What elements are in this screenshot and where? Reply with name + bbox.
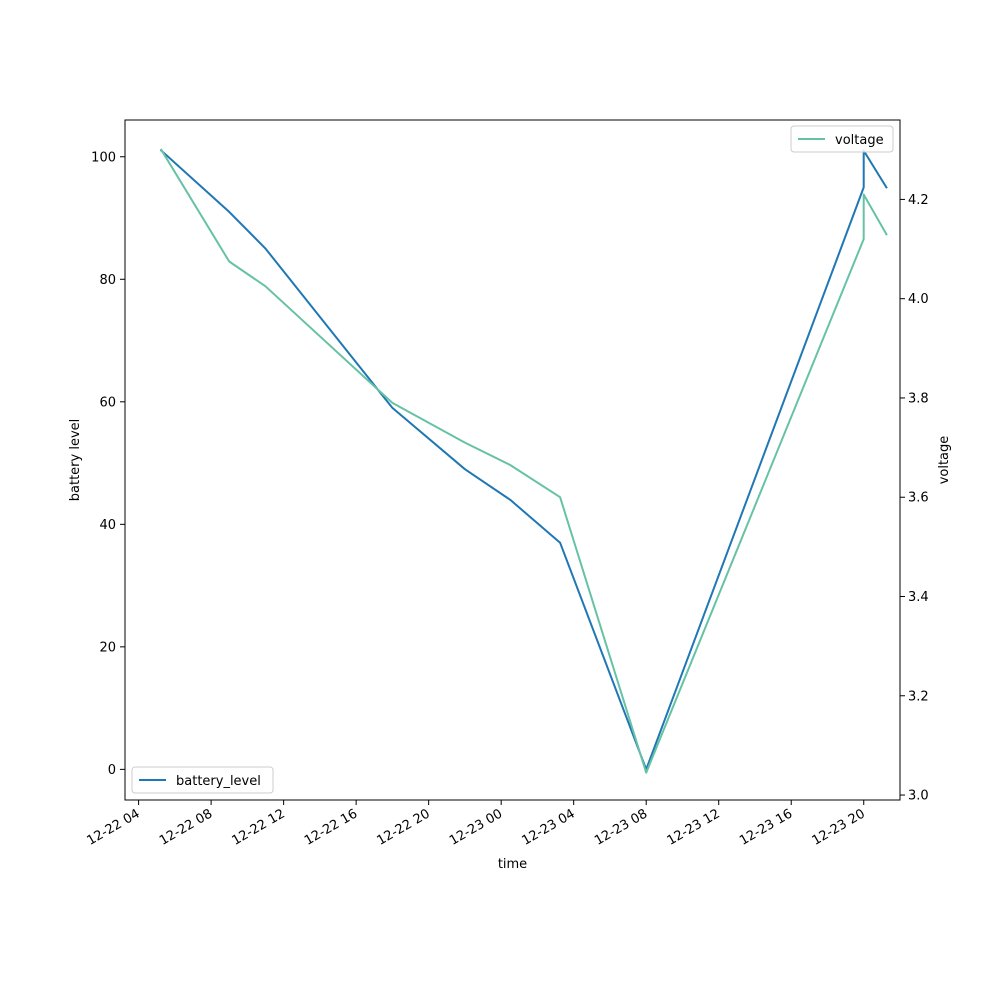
y-left-tick-label: 60: [99, 395, 116, 410]
legend-label-voltage: voltage: [835, 133, 884, 148]
legend-box-voltage: [790, 125, 894, 153]
y-left-tick-label: 100: [91, 150, 116, 165]
y-right-tick-label: 4.2: [908, 193, 929, 208]
legend-box-battery_level: [131, 766, 274, 794]
y-right-tick-label: 4.0: [908, 292, 929, 307]
y-right-tick-label: 3.4: [908, 590, 929, 605]
legend-layer: battery_level voltage: [131, 125, 894, 794]
series-line-battery_level: [159, 149, 888, 771]
y-axis-right-label: voltage: [937, 436, 952, 485]
y-left-tick-label: 20: [99, 640, 116, 655]
y-left-tick-label: 40: [99, 518, 116, 533]
y-right-tick-label: 3.2: [908, 689, 929, 704]
series-line-voltage: [159, 148, 888, 774]
plot-frame: [124, 119, 901, 801]
series-layer: [159, 148, 888, 774]
y-left-tick-label: 0: [108, 763, 116, 778]
x-axis-label: time: [498, 857, 527, 872]
y-right-tick-label: 3.0: [908, 789, 929, 804]
y-right-tick-label: 3.6: [908, 491, 929, 506]
y-left-tick-label: 80: [99, 273, 116, 288]
legend-label-battery_level: battery_level: [176, 774, 261, 789]
y-right-tick-label: 3.8: [908, 391, 929, 406]
y-axis-left-label: battery level: [68, 419, 83, 502]
